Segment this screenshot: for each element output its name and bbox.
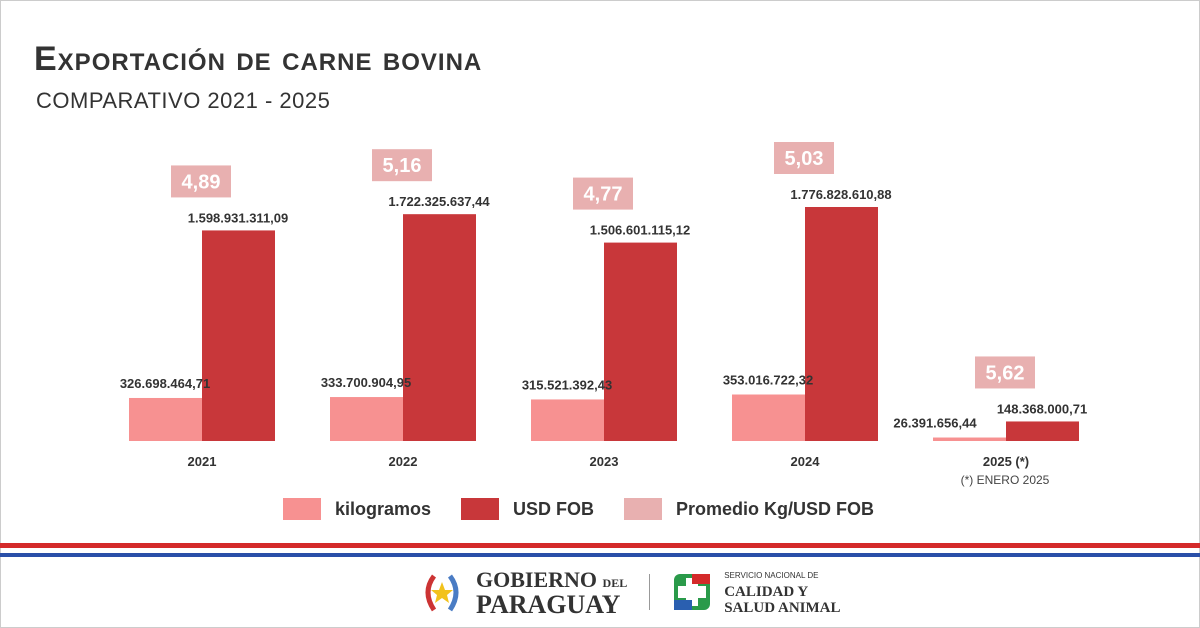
x-tick-label: 2023 [590, 454, 619, 469]
x-tick-label: 2021 [188, 454, 217, 469]
bar-kilogramos [933, 437, 1006, 441]
divider [649, 574, 651, 610]
legend-label: kilogramos [335, 498, 432, 519]
data-label-usd: 1.776.828.610,88 [790, 187, 891, 202]
bar-kilogramos [732, 394, 805, 441]
data-label-kg: 326.698.464,71 [120, 376, 210, 391]
data-label-kg: 333.700.904,95 [321, 375, 411, 390]
paraguay-seal-icon [425, 574, 459, 612]
data-label-kg: 353.016.722,32 [723, 373, 813, 388]
bar-chart: 326.698.464,71 1.598.931.311,09 4,89 2021 33… [120, 142, 1087, 487]
badge-promedio-value: 4,89 [182, 171, 221, 193]
bar-kilogramos [330, 397, 403, 441]
badge-promedio-value: 4,77 [584, 184, 623, 206]
badge-promedio-value: 5,16 [383, 155, 422, 177]
bar-usd-fob [202, 230, 275, 441]
blue-stripe [0, 553, 1200, 557]
badge-promedio-value: 5,03 [785, 148, 824, 170]
badge-promedio-value: 5,62 [986, 362, 1025, 384]
data-label-usd: 148.368.000,71 [997, 401, 1087, 416]
data-label-kg: 315.521.392,43 [522, 377, 612, 392]
badge-promedio [372, 149, 432, 182]
legend: kilogramos USD FOB Promedio Kg/USD FOB [283, 498, 874, 520]
gobierno-logo-text: GOBIERNO DEL PARAGUAY [476, 566, 628, 619]
bar-usd-fob [805, 207, 878, 441]
data-label-usd: 1.598.931.311,09 [188, 210, 289, 225]
x-tick-label: 2022 [389, 454, 418, 469]
legend-item-kg: kilogramos [283, 498, 431, 520]
legend-label: USD FOB [513, 498, 595, 519]
footer-logos: GOBIERNO DEL PARAGUAY SERVICIO NACIONAL … [420, 566, 841, 619]
badge-promedio [774, 142, 834, 174]
footnote: (*) ENERO 2025 [961, 473, 1050, 487]
data-label-usd: 1.722.325.637,44 [388, 194, 490, 209]
badge-promedio [171, 165, 231, 198]
bar-usd-fob [403, 214, 476, 441]
x-tick-label: 2025 (*) [983, 454, 1029, 469]
legend-item-avg: Promedio Kg/USD FOB [624, 498, 874, 520]
bar-usd-fob [604, 242, 677, 441]
legend-item-usd: USD FOB [461, 498, 594, 520]
legend-label: Promedio Kg/USD FOB [676, 498, 875, 519]
data-label-kg: 26.391.656,44 [893, 416, 977, 431]
red-stripe [0, 543, 1200, 548]
x-tick-label: 2024 [791, 454, 821, 469]
senacsa-logo-icon [674, 574, 711, 610]
badge-promedio [975, 356, 1035, 389]
bar-kilogramos [129, 397, 202, 441]
senacsa-logo-text: SERVICIO NACIONAL DE CALIDAD Y SALUD ANI… [724, 571, 841, 616]
chart-title: Exportación de carne bovina [34, 40, 483, 78]
bar-usd-fob [1006, 421, 1079, 441]
bar-kilogramos [531, 399, 604, 441]
data-label-usd: 1.506.601.115,12 [590, 223, 691, 238]
badge-promedio [573, 177, 633, 210]
chart-subtitle: COMPARATIVO 2021 - 2025 [36, 88, 331, 113]
